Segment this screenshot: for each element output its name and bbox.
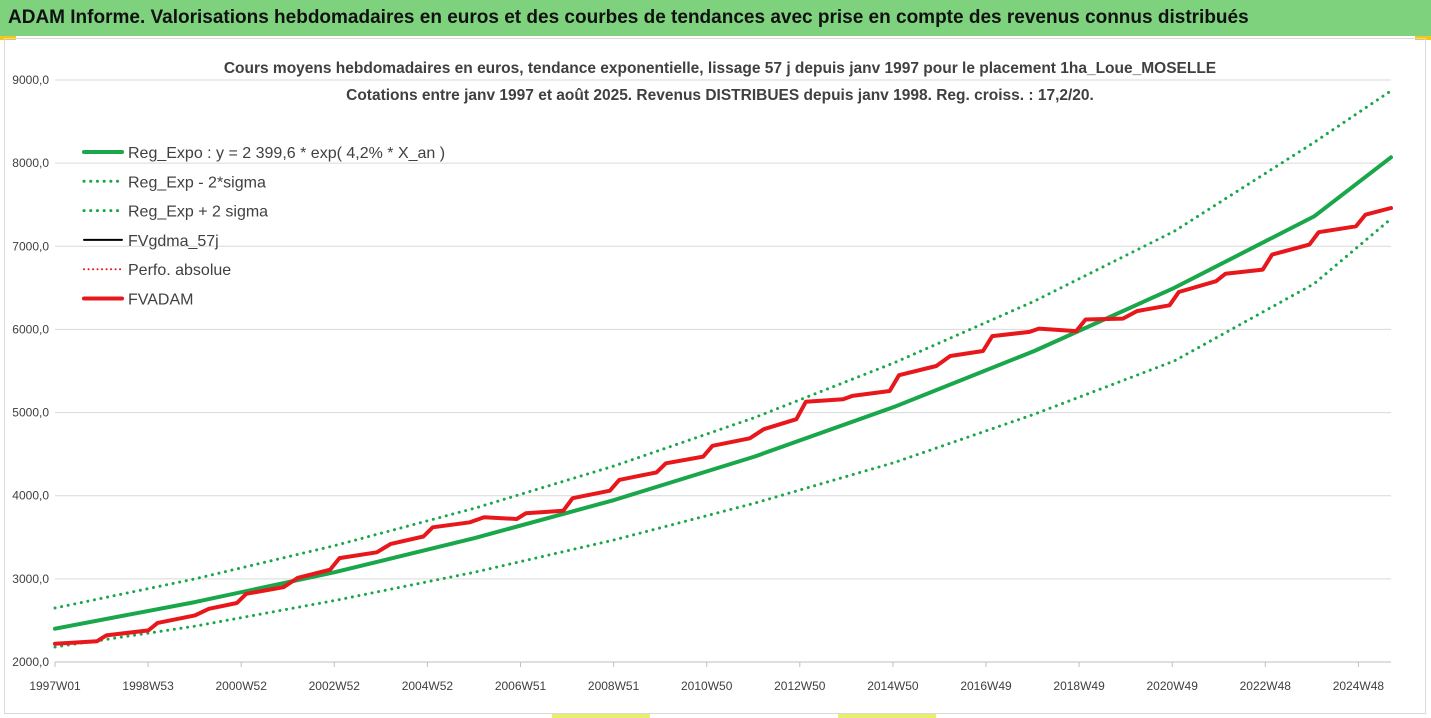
bottom-tab-left <box>552 714 650 718</box>
series-line-3 <box>54 207 1392 645</box>
y-tick-label: 4000,0 <box>12 489 49 503</box>
x-tick-label: 2018W49 <box>1053 679 1105 693</box>
bottom-tab-right <box>838 714 936 718</box>
legend-label: Reg_Expo : y = 2 399,6 * exp( 4,2% * X_a… <box>128 145 445 162</box>
banner-title: ADAM Informe. Valorisations hebdomadaire… <box>0 0 1431 36</box>
y-tick-label: 7000,0 <box>12 239 49 253</box>
x-tick-label: 1998W53 <box>122 679 174 693</box>
x-tick-label: 2020W49 <box>1147 679 1199 693</box>
series-line-1 <box>53 217 1393 649</box>
chart-title: Cours moyens hebdomadaires en euros, ten… <box>223 60 1217 77</box>
y-tick-label: 2000,0 <box>12 655 49 669</box>
x-tick-label: 2016W49 <box>960 679 1012 693</box>
x-tick-label: 2004W52 <box>402 679 454 693</box>
y-tick-label: 5000,0 <box>12 406 49 420</box>
x-tick-label: 2022W48 <box>1240 679 1292 693</box>
y-tick-label: 6000,0 <box>12 322 49 336</box>
chart-subtitle: Cotations entre janv 1997 et août 2025. … <box>346 87 1094 104</box>
x-tick-label: 2006W51 <box>495 679 547 693</box>
legend-label: Perfo. absolue <box>128 262 231 279</box>
series-line-5 <box>53 206 1393 646</box>
legend-label: Reg_Exp + 2 sigma <box>128 204 268 221</box>
legend-label: FVADAM <box>128 292 193 309</box>
x-tick-label: 2008W51 <box>588 679 640 693</box>
y-tick-label: 3000,0 <box>12 572 49 586</box>
series-line-2 <box>53 89 1393 610</box>
x-tick-label: 2024W48 <box>1333 679 1385 693</box>
legend-label: FVgdma_57j <box>128 233 219 250</box>
x-tick-label: 2000W52 <box>216 679 268 693</box>
x-tick-label: 2014W50 <box>867 679 919 693</box>
y-tick-label: 9000,0 <box>12 73 49 87</box>
y-tick-label: 8000,0 <box>12 156 49 170</box>
series-line-0 <box>53 155 1393 631</box>
x-tick-label: 2010W50 <box>681 679 733 693</box>
x-tick-label: 2012W50 <box>774 679 826 693</box>
x-tick-label: 1997W01 <box>29 679 81 693</box>
chart-frame <box>4 38 1426 714</box>
legend-label: Reg_Exp - 2*sigma <box>128 174 266 191</box>
x-tick-label: 2002W52 <box>309 679 361 693</box>
